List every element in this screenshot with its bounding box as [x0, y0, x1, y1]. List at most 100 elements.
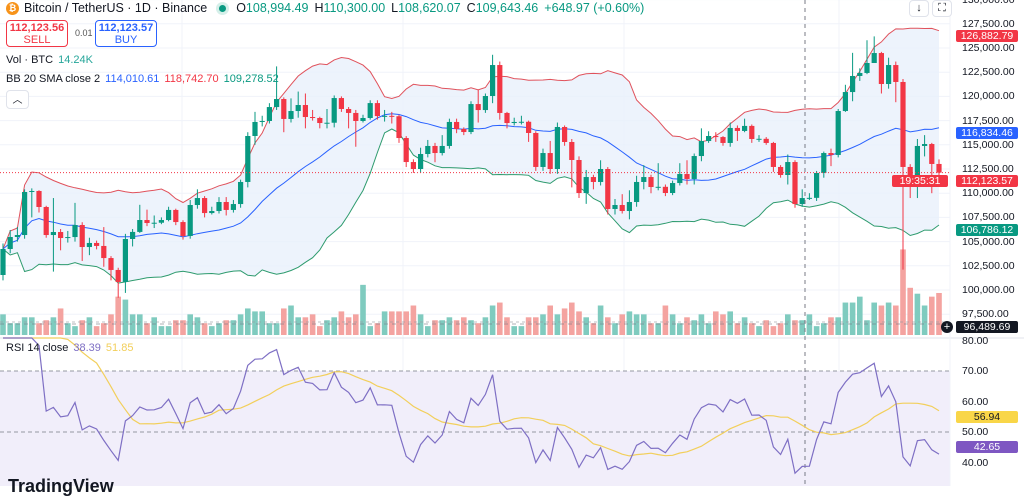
sell-label: SELL — [23, 34, 51, 46]
candle-body — [756, 138, 762, 140]
candle-body — [562, 126, 568, 142]
volume-bar — [324, 320, 330, 335]
candle-body — [821, 153, 827, 173]
price-tick-label: 97,500.00 — [962, 308, 1009, 321]
candle-body — [403, 138, 409, 163]
candle-body — [151, 222, 157, 224]
price-chart[interactable] — [0, 0, 1024, 486]
volume-bar — [619, 314, 625, 335]
bb-upper-value: 118,742.70 — [164, 73, 219, 85]
symbol-title[interactable]: Bitcoin / TetherUS · 1D · Binance — [24, 1, 208, 15]
candle-body — [749, 125, 755, 139]
candle-body — [742, 125, 748, 131]
volume-bar — [864, 320, 870, 335]
candle-body — [245, 135, 251, 182]
candle-body — [302, 105, 308, 118]
candle-body — [497, 65, 503, 113]
volume-bar — [468, 320, 474, 335]
volume-bar — [489, 305, 496, 335]
price-tick-label: 107,500.00 — [962, 211, 1015, 224]
candle-body — [864, 63, 870, 73]
volume-bar — [36, 323, 42, 335]
volume-bar — [302, 317, 309, 335]
rsi-tick-label: 80.00 — [962, 334, 989, 347]
price-tick-label: 115,000.00 — [962, 138, 1014, 151]
candle-body — [626, 202, 632, 212]
volume-bar — [446, 317, 453, 335]
candle-body — [677, 174, 683, 184]
volume-bar — [252, 311, 258, 335]
symbol-legend: ₿ Bitcoin / TetherUS · 1D · Binance O 108… — [6, 0, 644, 16]
candle-body — [554, 126, 560, 169]
volume-bar — [569, 302, 575, 335]
volume-bar — [734, 323, 741, 335]
volume-bar — [533, 317, 539, 335]
candle-body — [526, 121, 532, 133]
volume-bar — [835, 317, 841, 335]
candle-body — [367, 103, 373, 118]
candle-body — [655, 186, 661, 188]
volume-bar — [144, 323, 150, 335]
volume-bar — [605, 317, 611, 335]
volume-bar — [612, 323, 618, 335]
candle-body — [14, 235, 20, 237]
candle-body — [187, 205, 193, 236]
price-tick-label: 125,000.00 — [962, 42, 1015, 54]
candle-body — [583, 177, 589, 194]
volume-bar — [662, 305, 669, 335]
bitcoin-icon: ₿ — [6, 1, 19, 15]
volume-bar — [223, 320, 229, 335]
candle-body — [252, 121, 258, 136]
candle-body — [101, 245, 107, 259]
candle-body — [7, 236, 13, 249]
bb-upper-badge: 126,882.79 — [956, 30, 1018, 42]
volume-bar — [504, 317, 510, 335]
volume-bar — [497, 302, 503, 335]
price-tick-label: 110,000.00 — [962, 187, 1014, 200]
volume-bar — [151, 317, 157, 335]
volume-bar — [360, 284, 366, 335]
volume-bar — [165, 326, 172, 335]
candle-body — [662, 186, 668, 194]
candle-body — [475, 104, 481, 111]
volume-bar — [821, 323, 827, 335]
volume-bar — [518, 326, 525, 335]
candle-body — [698, 141, 704, 157]
buy-label: BUY — [114, 34, 138, 46]
volume-legend[interactable]: Vol · BTC 14.24K — [6, 54, 98, 66]
rsi-legend[interactable]: RSI 14 close 38.39 51.85 — [6, 342, 138, 354]
candle-body — [230, 204, 236, 210]
volume-bar — [108, 314, 114, 335]
volume-bar — [907, 287, 913, 335]
candle-body — [936, 163, 942, 173]
volume-bar — [576, 311, 582, 335]
volume-bar — [367, 326, 373, 335]
volume-bar — [590, 323, 597, 335]
volume-bar — [828, 317, 834, 335]
candle-body — [799, 198, 805, 205]
bb-legend[interactable]: BB 20 SMA close 2 114,010.61 118,742.70 109… — [6, 73, 284, 85]
volume-bar — [389, 311, 395, 335]
volume-bar — [648, 323, 654, 335]
candle-body — [504, 112, 510, 124]
volume-bar — [50, 317, 57, 335]
add-alert-plus-icon[interactable]: + — [941, 321, 953, 333]
candle-body — [922, 144, 928, 146]
volume-bar — [65, 323, 71, 335]
rsi-value: 38.39 — [73, 342, 101, 354]
collapse-legend-button[interactable]: ︿ — [6, 90, 29, 109]
fullscreen-button[interactable]: ⛶ — [932, 0, 952, 17]
candle-body — [785, 162, 791, 176]
candle-body — [893, 65, 899, 82]
volume-bar — [554, 314, 561, 335]
volume-value: 14.24K — [58, 54, 93, 66]
candle-body — [778, 166, 784, 176]
candle-body — [835, 111, 841, 155]
buy-button[interactable]: 112,123.57 BUY — [95, 20, 157, 47]
candle-body — [346, 108, 352, 113]
volume-bar — [785, 314, 791, 335]
bb-upper-line — [2, 27, 940, 250]
scroll-to-latest-button[interactable]: ↓ — [909, 0, 929, 17]
volume-bar — [806, 314, 813, 335]
sell-button[interactable]: 112,123.56 SELL — [6, 20, 68, 47]
